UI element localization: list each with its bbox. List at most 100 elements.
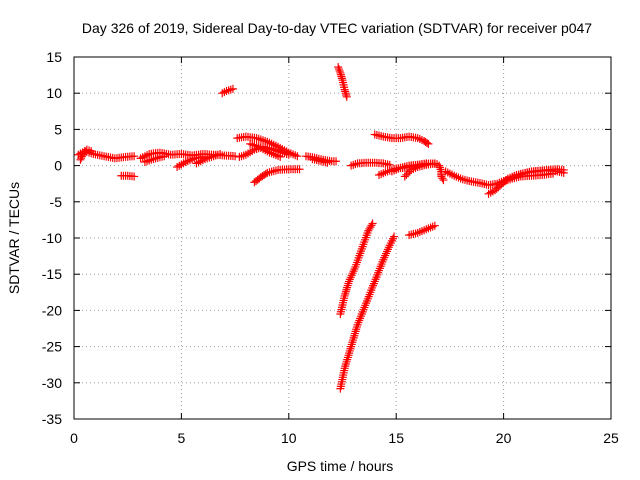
- data-point-marker: [348, 338, 357, 347]
- x-tick-label: 15: [388, 430, 404, 446]
- data-point-marker: [346, 344, 355, 353]
- data-series: [499, 169, 558, 186]
- data-point-marker: [438, 174, 447, 183]
- data-point-marker: [211, 151, 220, 160]
- data-series: [334, 63, 351, 101]
- y-tick-label: 5: [54, 121, 62, 137]
- y-tick-label: 10: [46, 85, 62, 101]
- data-point-marker: [435, 161, 444, 170]
- data-point-marker: [341, 287, 350, 296]
- data-point-marker: [216, 150, 225, 159]
- y-tick-label: -10: [42, 230, 62, 246]
- data-point-marker: [351, 327, 360, 336]
- data-point-marker: [343, 283, 352, 292]
- data-point-marker: [343, 353, 352, 362]
- data-point-marker: [549, 169, 558, 178]
- data-series: [435, 161, 448, 185]
- data-point-marker: [256, 135, 265, 144]
- data-point-marker: [349, 160, 358, 169]
- data-point-marker: [430, 159, 439, 168]
- data-point-marker: [276, 152, 285, 161]
- data-point-marker: [390, 232, 399, 241]
- data-point-marker: [345, 349, 354, 358]
- data-point-marker: [347, 342, 356, 351]
- data-point-marker: [235, 152, 244, 161]
- data-series: [246, 139, 285, 161]
- data-point-marker: [254, 134, 263, 143]
- data-point-marker: [222, 87, 231, 96]
- data-point-marker: [252, 134, 261, 143]
- data-series: [140, 152, 169, 166]
- data-point-marker: [367, 221, 376, 230]
- data-point-marker: [347, 161, 356, 170]
- data-series: [250, 165, 304, 187]
- data-point-marker: [77, 154, 86, 163]
- data-series: [347, 158, 394, 170]
- x-tick-label: 25: [603, 430, 619, 446]
- x-tick-label: 10: [281, 430, 297, 446]
- y-tick-label: -5: [50, 194, 63, 210]
- data-point-marker: [140, 157, 149, 166]
- y-tick-label: -30: [42, 375, 62, 391]
- plot-frame: [73, 56, 612, 420]
- x-tick-labels: 0 5 10 15 20 25: [70, 430, 619, 446]
- data-series: [370, 130, 433, 148]
- y-tick-label: 0: [54, 158, 62, 174]
- data-point-marker: [213, 150, 222, 159]
- data-points: [74, 63, 568, 393]
- data-point-marker: [293, 152, 302, 161]
- x-axis-label: GPS time / hours: [287, 458, 394, 474]
- data-point-marker: [351, 160, 360, 169]
- data-point-marker: [439, 176, 448, 185]
- data-point-marker: [559, 165, 568, 174]
- data-point-marker: [350, 331, 359, 340]
- data-point-marker: [341, 362, 350, 371]
- data-point-marker: [147, 155, 156, 164]
- y-tick-labels: 15 10 5 0 -5 -10 -15 -20 -25 -30 -35: [42, 49, 62, 427]
- y-tick-label: 15: [46, 49, 62, 65]
- y-tick-label: -35: [42, 411, 62, 427]
- data-point-marker: [248, 140, 257, 149]
- data-point-marker: [334, 65, 343, 74]
- data-series: [76, 145, 96, 164]
- data-point-marker: [345, 346, 354, 355]
- data-point-marker: [295, 165, 304, 174]
- data-series: [308, 155, 332, 167]
- data-point-marker: [342, 357, 351, 366]
- data-series: [117, 171, 139, 181]
- data-series: [192, 150, 225, 168]
- data-series: [218, 84, 237, 98]
- x-tick-label: 5: [178, 430, 186, 446]
- data-point-marker: [246, 139, 255, 148]
- data-point-marker: [332, 157, 341, 166]
- data-point-marker: [422, 138, 431, 147]
- data-point-marker: [342, 285, 351, 294]
- data-point-marker: [284, 150, 293, 159]
- data-point-marker: [87, 147, 96, 156]
- data-series: [336, 219, 377, 319]
- data-point-marker: [344, 351, 353, 360]
- data-series: [336, 232, 399, 393]
- data-series: [405, 221, 439, 240]
- data-point-marker: [349, 336, 358, 345]
- grid-lines: [74, 57, 611, 419]
- y-axis-label: SDTVAR / TECUs: [6, 182, 22, 294]
- data-point-marker: [228, 84, 237, 93]
- data-series: [400, 159, 439, 181]
- data-point-marker: [160, 152, 169, 161]
- y-tick-label: -25: [42, 339, 62, 355]
- data-point-marker: [334, 63, 343, 72]
- chart-title: Day 326 of 2019, Sidereal Day-to-day VTE…: [82, 20, 592, 36]
- data-point-marker: [130, 172, 139, 181]
- data-point-marker: [343, 355, 352, 364]
- data-point-marker: [261, 169, 270, 178]
- y-tick-label: -15: [42, 266, 62, 282]
- x-tick-label: 0: [70, 430, 78, 446]
- data-point-marker: [436, 165, 445, 174]
- data-point-marker: [349, 333, 358, 342]
- data-point-marker: [435, 163, 444, 172]
- data-point-marker: [209, 152, 218, 161]
- data-point-marker: [323, 158, 332, 167]
- data-point-marker: [335, 66, 344, 75]
